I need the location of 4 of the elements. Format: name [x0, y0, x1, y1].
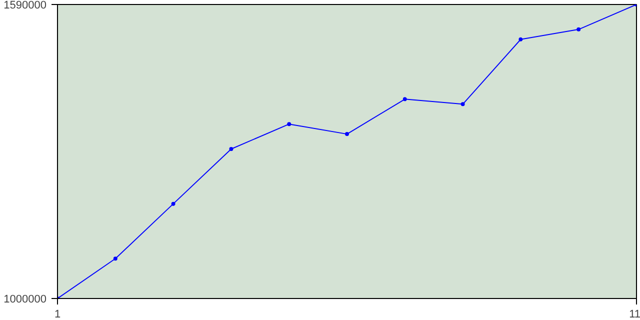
x-tick-label: 1	[54, 308, 61, 320]
y-tick-label: 1590000	[4, 0, 47, 12]
x-tick-label: 11	[629, 308, 640, 320]
y-tick-label: 1000000	[4, 294, 47, 306]
